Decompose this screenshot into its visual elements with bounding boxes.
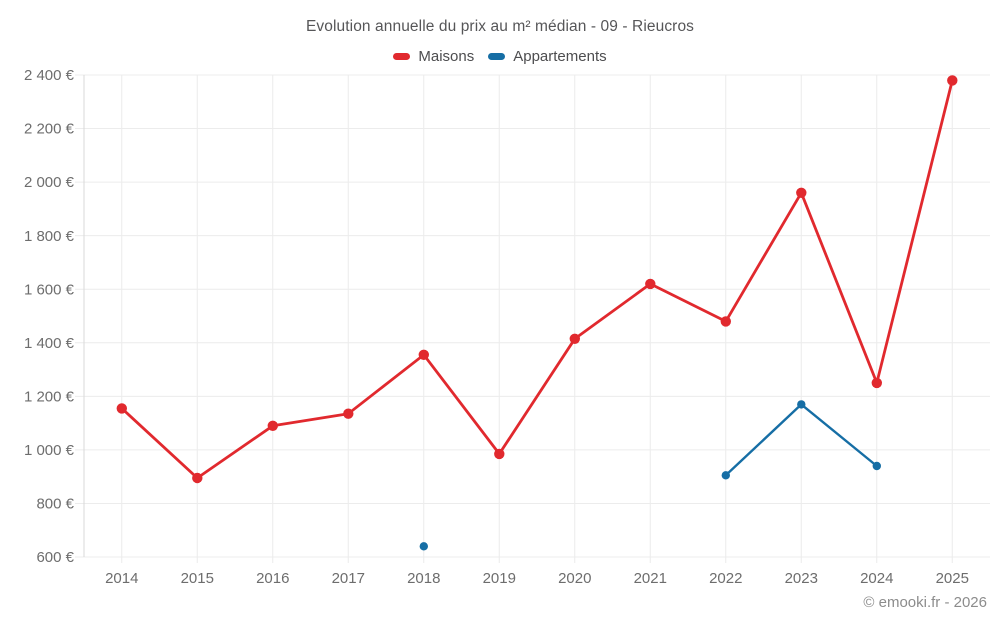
data-point-maisons-2024[interactable] bbox=[871, 377, 882, 389]
legend-label-maisons: Maisons bbox=[418, 47, 475, 65]
y-axis-tick-label: 1 000 € bbox=[24, 442, 75, 459]
data-point-maisons-2017[interactable] bbox=[343, 408, 354, 419]
data-point-maisons-2016[interactable] bbox=[267, 420, 278, 431]
y-axis-tick-label: 2 400 € bbox=[24, 67, 75, 84]
y-axis-tick-label: 1 400 € bbox=[24, 335, 75, 352]
x-axis-tick-label: 2022 bbox=[709, 570, 742, 587]
data-point-maisons-2023[interactable] bbox=[796, 187, 807, 198]
legend: Maisons Appartements bbox=[0, 46, 1000, 66]
data-point-maisons-2021[interactable] bbox=[645, 278, 656, 290]
x-axis-tick-label: 2020 bbox=[558, 570, 591, 587]
x-axis-tick-label: 2024 bbox=[860, 570, 893, 587]
y-axis-tick-label: 1 200 € bbox=[24, 388, 75, 405]
x-axis-tick-label: 2018 bbox=[407, 570, 440, 587]
data-point-maisons-2015[interactable] bbox=[192, 472, 203, 484]
x-axis-tick-label: 2021 bbox=[634, 570, 667, 587]
y-axis-tick-label: 600 € bbox=[36, 549, 74, 566]
y-axis-tick-label: 2 000 € bbox=[24, 174, 75, 191]
series-line-maisons bbox=[120, 79, 954, 480]
data-point-maisons-2022[interactable] bbox=[720, 316, 731, 327]
legend-item-appartements[interactable]: Appartements bbox=[488, 47, 607, 65]
maisons-series-swatch-icon bbox=[393, 52, 411, 60]
x-axis-tick-label: 2023 bbox=[785, 570, 818, 587]
y-axis-tick-label: 1 600 € bbox=[24, 281, 75, 298]
x-axis-tick-label: 2017 bbox=[332, 570, 365, 587]
appartements-series-swatch-icon bbox=[488, 52, 506, 60]
data-point-appartements-2024[interactable] bbox=[872, 461, 881, 471]
data-point-appartements-2023[interactable] bbox=[797, 400, 806, 409]
copyright-text: © emooki.fr - 2026 bbox=[863, 594, 987, 611]
x-axis-tick-label: 2015 bbox=[181, 570, 214, 587]
data-point-maisons-2019[interactable] bbox=[494, 448, 505, 460]
y-axis-tick-label: 800 € bbox=[36, 496, 74, 513]
x-axis-tick-label: 2025 bbox=[936, 570, 969, 587]
data-point-maisons-2014[interactable] bbox=[116, 403, 128, 414]
x-axis-tick-label: 2019 bbox=[483, 570, 516, 587]
y-axis-tick-label: 1 800 € bbox=[24, 228, 75, 245]
y-axis-tick-label: 2 200 € bbox=[24, 121, 75, 138]
x-axis-tick-label: 2014 bbox=[105, 570, 138, 587]
data-point-appartements-2018[interactable] bbox=[419, 542, 428, 551]
data-point-appartements-2022[interactable] bbox=[721, 471, 730, 480]
legend-item-maisons[interactable]: Maisons bbox=[393, 48, 474, 65]
chart-title: Evolution annuelle du prix au m² médian … bbox=[305, 18, 695, 35]
data-point-maisons-2020[interactable] bbox=[569, 333, 580, 344]
legend-label-appartements: Appartements bbox=[513, 47, 607, 65]
data-point-maisons-2018[interactable] bbox=[418, 349, 429, 360]
data-point-maisons-2025[interactable] bbox=[947, 75, 958, 86]
x-axis-tick-label: 2016 bbox=[256, 570, 289, 587]
